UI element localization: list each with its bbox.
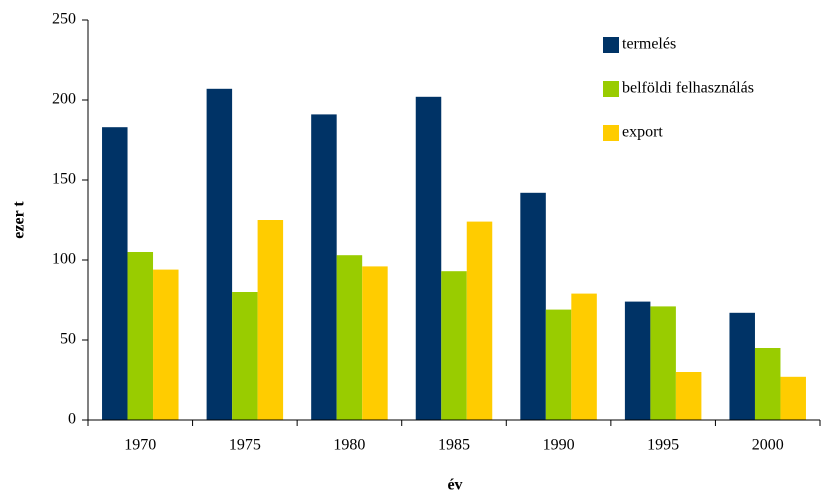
bar [206, 88, 233, 421]
x-tick-label: 1990 [543, 437, 575, 454]
bar [624, 301, 651, 420]
bar [650, 306, 676, 420]
x-tick-label: 2000 [752, 437, 784, 454]
bar [780, 376, 806, 420]
legend-label: export [622, 124, 663, 141]
bar [257, 220, 284, 420]
bar [311, 114, 337, 421]
bar [571, 293, 597, 420]
x-tick-label: 1995 [647, 437, 679, 454]
y-tick-label: 250 [52, 11, 76, 28]
y-axis-label: ezer t [11, 201, 28, 239]
bar [232, 292, 258, 420]
bar [362, 266, 388, 420]
x-tick-label: 1975 [229, 437, 261, 454]
bar [415, 96, 442, 421]
x-axis-label: év [447, 477, 462, 494]
bar [520, 192, 546, 420]
x-tick-label: 1980 [333, 437, 365, 454]
bar [675, 372, 702, 420]
bar [729, 312, 755, 420]
legend-swatch [603, 125, 619, 141]
legend-label: termelés [622, 36, 676, 53]
y-tick-label: 150 [52, 171, 76, 188]
bar [754, 348, 781, 420]
bar [441, 271, 467, 420]
bar [545, 309, 572, 420]
bar [102, 127, 128, 420]
y-tick-label: 200 [52, 91, 76, 108]
x-tick-label: 1970 [124, 437, 156, 454]
legend-label: belföldi felhasználás [622, 80, 754, 97]
bar [153, 269, 179, 420]
y-tick-label: 0 [68, 411, 76, 428]
bar [336, 255, 363, 420]
bar [466, 221, 493, 420]
y-tick-label: 100 [52, 251, 76, 268]
x-tick-label: 1985 [438, 437, 470, 454]
legend-swatch [603, 81, 619, 97]
bar [127, 252, 154, 420]
legend-swatch [603, 37, 619, 53]
y-tick-label: 50 [60, 331, 76, 348]
